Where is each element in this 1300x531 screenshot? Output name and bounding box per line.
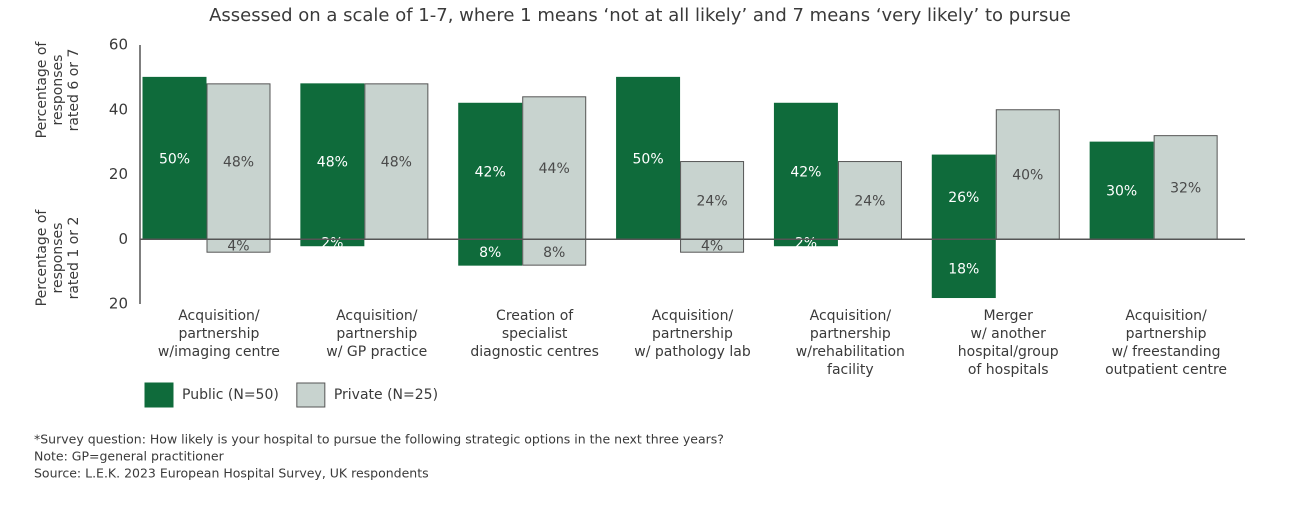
legend-swatch [296, 382, 326, 408]
y-tick-label: 20 [109, 165, 128, 183]
y-tick-label: 60 [109, 36, 128, 54]
y-axis-title: Percentage of [34, 209, 50, 307]
y-tick-label: 40 [109, 100, 128, 118]
x-tick-label: w/ freestanding [1112, 344, 1221, 360]
value-label: 8% [479, 245, 501, 261]
bar [458, 102, 523, 240]
x-tick-label: partnership [810, 326, 891, 342]
x-tick-label: Acquisition/ [336, 308, 418, 324]
y-axis-title: Percentage of [34, 41, 50, 139]
bar [773, 102, 838, 240]
footnote: Note: GP=general practitioner [34, 449, 225, 464]
x-tick-label: diagnostic centres [470, 344, 599, 360]
x-tick-label: w/imaging centre [158, 344, 280, 360]
value-label: 48% [223, 155, 254, 171]
x-tick-label: w/ GP practice [326, 344, 427, 360]
bar [837, 161, 902, 240]
value-label: 8% [543, 245, 565, 261]
legend-label: Public (N=50) [182, 387, 279, 403]
x-tick-label: Creation of [496, 308, 574, 324]
value-label: 18% [948, 261, 979, 277]
bar [206, 83, 271, 240]
value-label: 44% [539, 161, 570, 177]
x-tick-label: Merger [983, 308, 1033, 324]
bar [1089, 141, 1154, 240]
y-tick-label: 0 [118, 230, 128, 248]
legend-label: Private (N=25) [334, 387, 438, 403]
value-label: 2% [795, 235, 817, 251]
chart-title: Assessed on a scale of 1-7, where 1 mean… [209, 5, 1071, 26]
value-label: 2% [321, 235, 343, 251]
y-tick-label: 20 [109, 295, 128, 313]
bar [522, 96, 587, 240]
x-tick-label: hospital/group [958, 344, 1059, 360]
bar [616, 76, 681, 240]
x-tick-label: w/rehabilitation [796, 344, 905, 360]
bar [300, 83, 365, 240]
x-tick-label: Acquisition/ [810, 308, 892, 324]
value-label: 4% [227, 239, 249, 255]
value-label: 24% [697, 193, 728, 209]
bar [522, 238, 587, 266]
bar [931, 154, 996, 240]
bar [458, 238, 523, 266]
value-label: 48% [317, 155, 348, 171]
legend-swatch [144, 382, 174, 408]
bar [931, 238, 996, 299]
value-label: 42% [475, 164, 506, 180]
x-tick-label: partnership [652, 326, 733, 342]
x-tick-label: of hospitals [968, 362, 1049, 378]
x-tick-label: outpatient centre [1105, 362, 1227, 378]
bar [995, 109, 1060, 240]
x-tick-label: w/ another [971, 326, 1047, 342]
value-label: 32% [1170, 180, 1201, 196]
value-label: 26% [948, 190, 979, 206]
footnote: Source: L.E.K. 2023 European Hospital Su… [34, 466, 429, 481]
y-axis-title: rated 6 or 7 [66, 49, 82, 132]
value-label: 50% [159, 151, 190, 167]
value-label: 40% [1012, 168, 1043, 184]
value-label: 30% [1106, 184, 1137, 200]
value-label: 4% [701, 239, 723, 255]
value-label: 48% [381, 155, 412, 171]
x-tick-label: specialist [502, 326, 568, 342]
x-tick-label: Acquisition/ [1125, 308, 1207, 324]
value-label: 50% [633, 151, 664, 167]
y-axis-title: responses [50, 223, 66, 294]
value-label: 42% [790, 164, 821, 180]
x-tick-label: partnership [1126, 326, 1207, 342]
x-tick-label: partnership [178, 326, 259, 342]
x-tick-label: facility [827, 362, 874, 378]
y-axis-title: rated 1 or 2 [66, 217, 82, 300]
x-tick-label: Acquisition/ [652, 308, 734, 324]
x-tick-label: w/ pathology lab [634, 344, 751, 360]
bar [1153, 135, 1218, 240]
bar [680, 161, 745, 240]
value-label: 24% [854, 193, 885, 209]
y-axis-title: responses [50, 55, 66, 126]
x-tick-label: Acquisition/ [178, 308, 260, 324]
x-tick-label: partnership [336, 326, 417, 342]
footnote: *Survey question: How likely is your hos… [34, 432, 724, 447]
